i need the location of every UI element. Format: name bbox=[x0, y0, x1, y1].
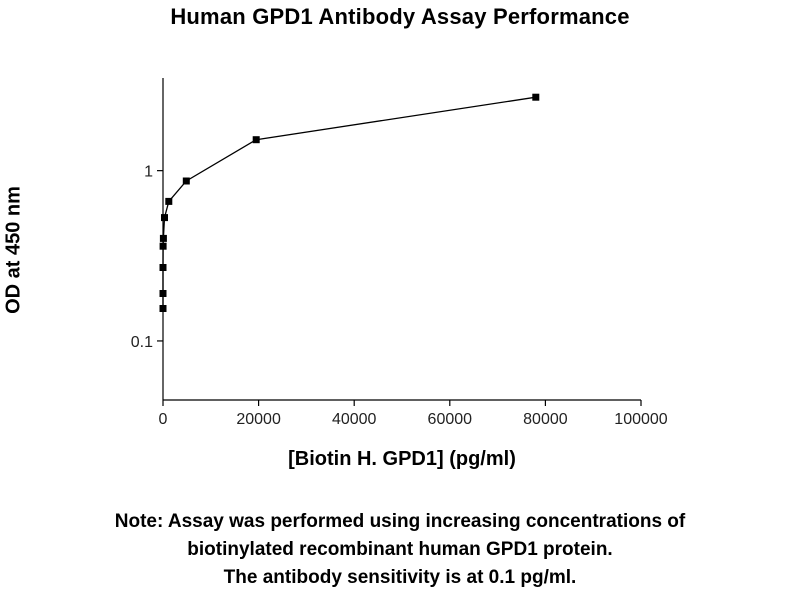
assay-note: Note: Assay was performed using increasi… bbox=[0, 508, 800, 592]
axes: 0 20000 40000 60000 80000 100000 0.1 1 bbox=[131, 78, 668, 428]
series-group bbox=[159, 93, 540, 312]
data-point-marker bbox=[159, 234, 167, 242]
chart-title: Human GPD1 Antibody Assay Performance bbox=[170, 4, 630, 29]
x-axis-label: [Biotin H. GPD1] (pg/ml) bbox=[288, 448, 516, 470]
y-tick-label: 0.1 bbox=[131, 334, 153, 351]
data-point-marker bbox=[159, 264, 167, 271]
series-line bbox=[162, 96, 536, 309]
x-tick-label: 60000 bbox=[428, 411, 473, 428]
data-point-marker bbox=[532, 93, 540, 101]
y-tick-label: 1 bbox=[144, 164, 153, 181]
x-tick-label: 20000 bbox=[236, 411, 281, 428]
note-line-3: The antibody sensitivity is at 0.1 pg/ml… bbox=[223, 567, 577, 588]
data-point-marker bbox=[165, 197, 173, 205]
x-tick-label: 100000 bbox=[614, 411, 667, 428]
x-tick-label: 0 bbox=[159, 411, 168, 428]
x-tick-label: 40000 bbox=[332, 411, 377, 428]
data-point-marker bbox=[252, 136, 260, 144]
data-point-marker bbox=[161, 214, 168, 222]
note-line-1: Note: Assay was performed using increasi… bbox=[114, 511, 686, 532]
data-point-marker bbox=[182, 177, 190, 185]
data-point-marker bbox=[159, 290, 167, 297]
x-tick-label: 80000 bbox=[523, 411, 568, 428]
data-point-marker bbox=[159, 305, 167, 312]
data-point-marker bbox=[159, 242, 167, 250]
note-line-2: biotinylated recombinant human GPD1 prot… bbox=[187, 539, 613, 560]
